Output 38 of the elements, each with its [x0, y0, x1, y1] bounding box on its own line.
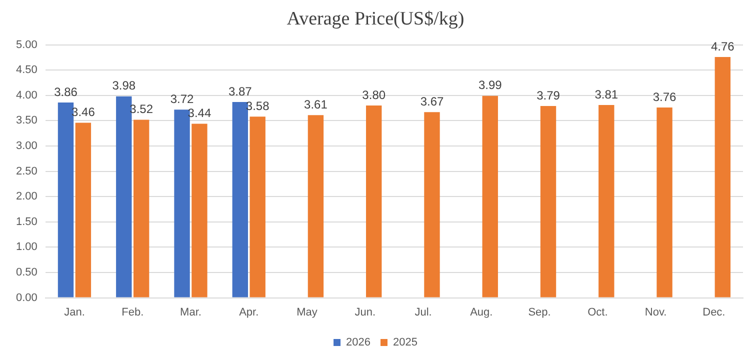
x-tick-label: Jul.	[414, 306, 432, 318]
y-tick-label: 1.00	[16, 241, 38, 254]
x-tick-label: Dec.	[702, 306, 726, 318]
data-label: 3.81	[594, 87, 618, 102]
data-label: 3.72	[170, 92, 194, 106]
x-tick-label: Nov.	[644, 306, 667, 318]
legend-label: 2026	[346, 336, 371, 349]
y-tick-label: 3.50	[16, 114, 38, 127]
data-label: 3.86	[54, 84, 78, 99]
data-label: 3.61	[304, 97, 328, 112]
data-label: 3.76	[652, 90, 677, 104]
data-label: 3.87	[228, 84, 252, 98]
y-tick-label: 4.00	[16, 89, 38, 102]
x-tick-label: May	[296, 306, 318, 318]
data-label: 3.98	[112, 78, 136, 93]
x-tick-label: Oct.	[588, 306, 608, 318]
x-tick-label: Jan.	[64, 306, 85, 318]
x-tick-label: Jun.	[354, 306, 376, 318]
legend-label: 2025	[393, 336, 418, 349]
y-tick-label: 5.00	[16, 38, 38, 51]
x-tick-label: Mar.	[180, 306, 202, 318]
y-tick-label: 1.50	[16, 216, 38, 228]
y-tick-label: 0.00	[16, 292, 38, 304]
y-tick-label: 3.00	[16, 140, 38, 152]
x-tick-label: Sep.	[528, 306, 551, 318]
y-tick-label: 2.00	[16, 190, 38, 203]
data-label: 3.67	[420, 94, 444, 108]
data-label: 3.80	[362, 88, 386, 102]
data-label: 4.76	[710, 39, 735, 54]
x-tick-label: Feb.	[122, 306, 144, 318]
y-tick-label: 2.50	[16, 165, 38, 178]
chart-title: Average Price(US$/kg)	[286, 8, 464, 30]
x-tick-label: Apr.	[239, 306, 259, 318]
data-label: 3.79	[536, 88, 560, 102]
y-tick-label: 4.50	[16, 64, 38, 76]
x-tick-label: Aug.	[470, 306, 493, 318]
y-tick-label: 0.50	[16, 266, 38, 279]
data-label: 3.99	[478, 78, 502, 92]
